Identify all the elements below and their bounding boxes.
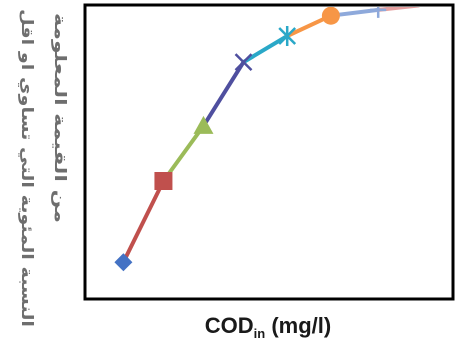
x-axis-label-subscript: in bbox=[254, 326, 266, 341]
data-point-3-triangle-marker bbox=[193, 115, 214, 134]
series-segment-4 bbox=[241, 34, 290, 65]
series-segment-3 bbox=[201, 60, 246, 128]
x-axis-label-unit: (mg/l) bbox=[265, 313, 331, 338]
series-segment-2 bbox=[161, 123, 206, 183]
x-axis-label-main: COD bbox=[205, 313, 254, 338]
data-point-5-star-marker bbox=[278, 26, 297, 46]
y-axis-label: النسبة المئوية التي تساوي او اقل من القي… bbox=[17, 9, 69, 327]
y-axis-label-line-1: النسبة المئوية التي تساوي او اقل bbox=[17, 9, 36, 327]
x-axis-label: CODin (mg/l) bbox=[205, 313, 331, 341]
series-layer bbox=[121, 7, 420, 265]
marker-layer bbox=[114, 7, 387, 272]
data-point-2-square-marker bbox=[154, 172, 173, 190]
series-segment-1 bbox=[121, 179, 166, 265]
data-point-6-circle-marker bbox=[321, 7, 340, 25]
data-point-7-plus-marker bbox=[370, 7, 387, 18]
y-axis-label-line-2: من القيمة المعلومة bbox=[51, 13, 69, 223]
data-point-1-diamond-marker bbox=[114, 253, 133, 272]
data-point-4-x-marker bbox=[234, 53, 253, 71]
plot-frame bbox=[83, 3, 455, 301]
